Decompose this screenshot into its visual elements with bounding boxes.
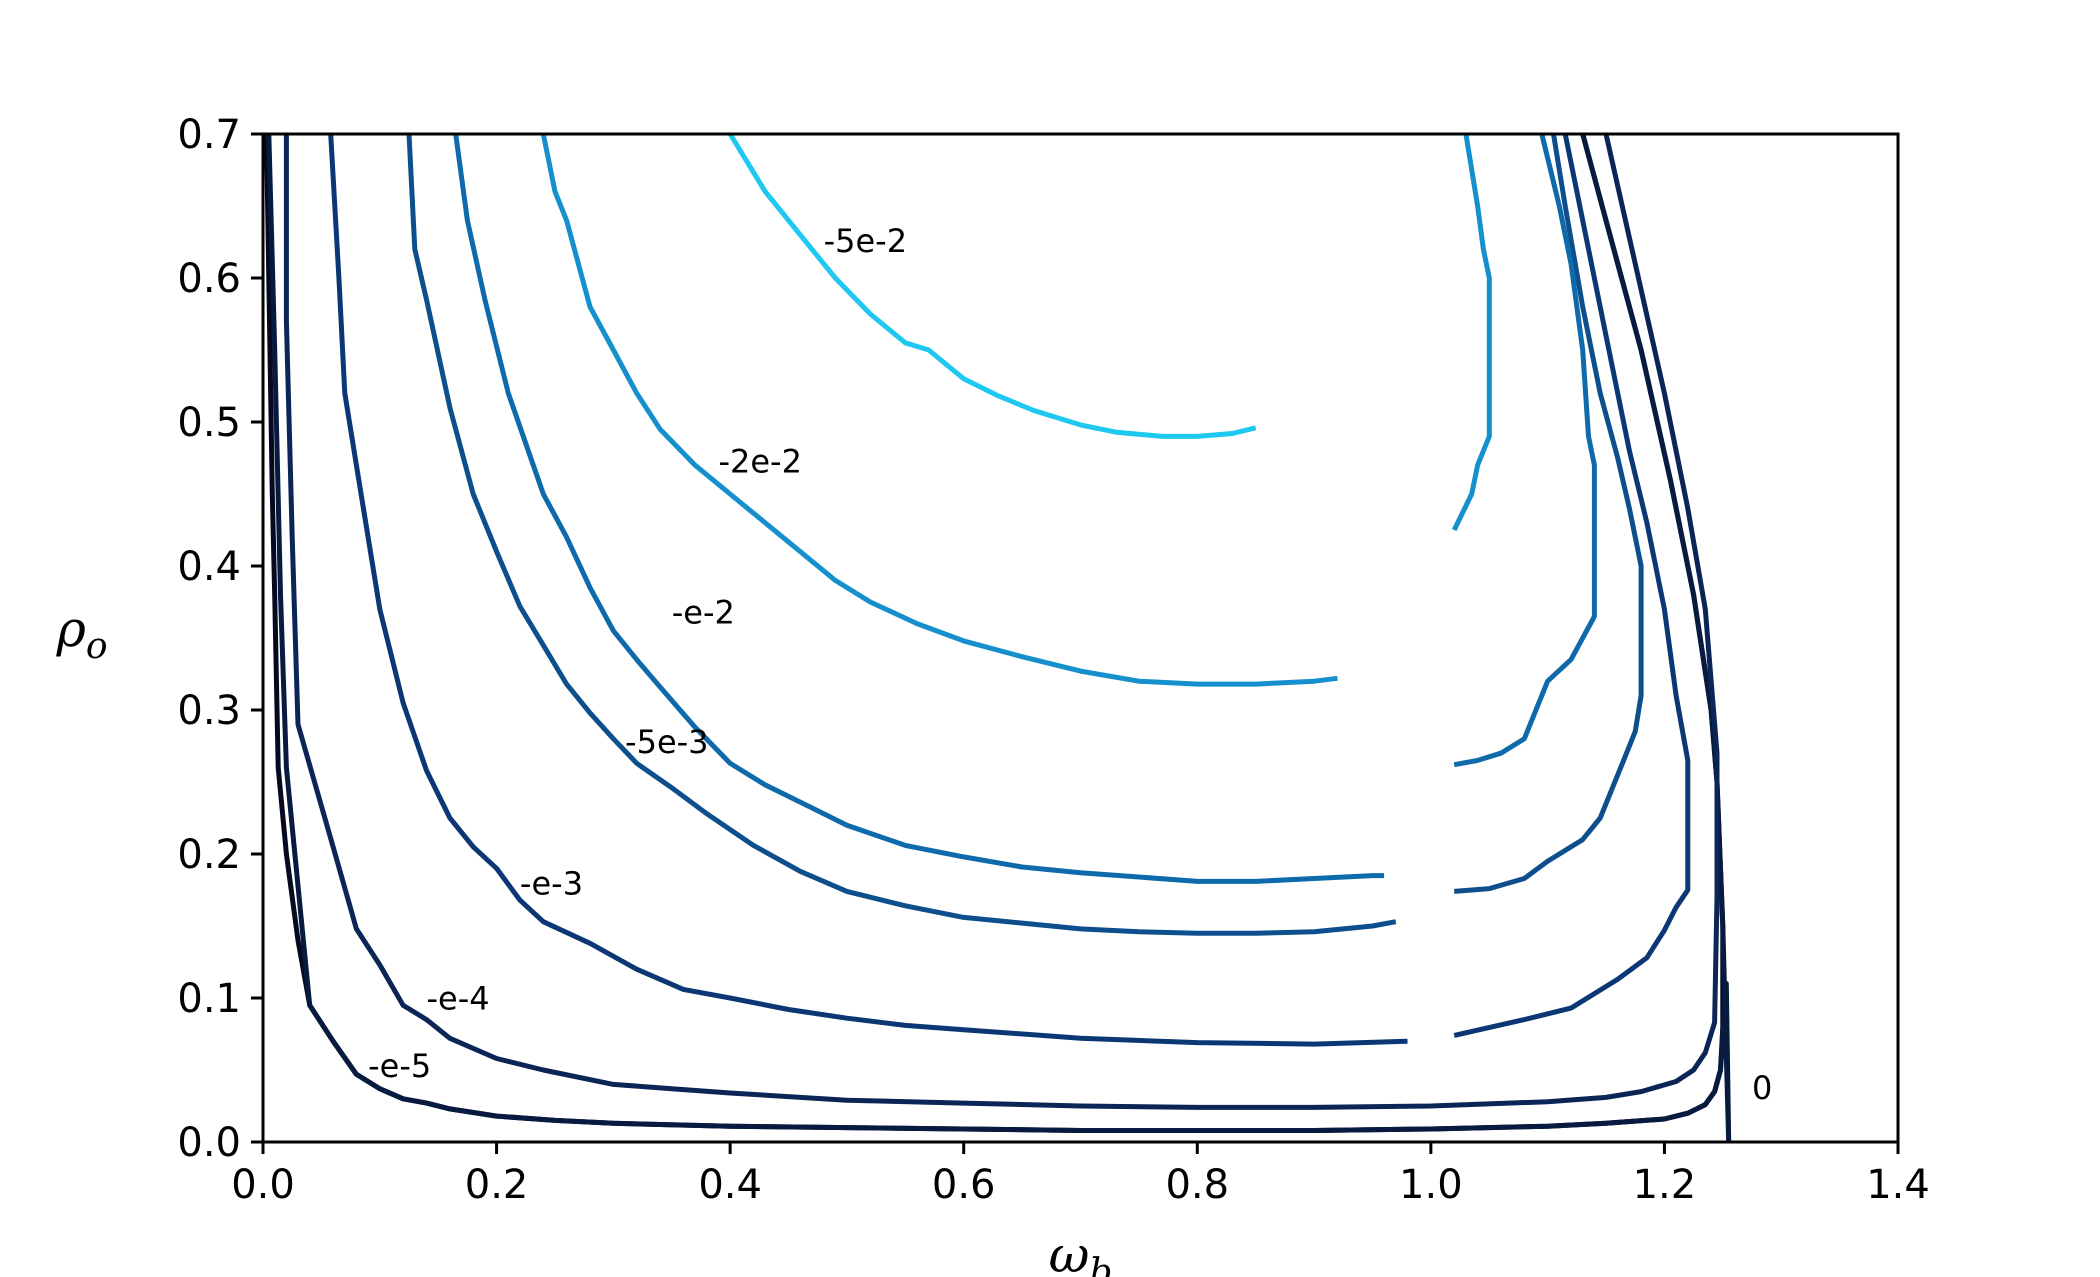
y-axis-label-subscript: o <box>86 626 108 667</box>
y-tick-label: 0.1 <box>177 976 241 1022</box>
contour-label: -e-2 <box>672 594 735 632</box>
contour-label: -5e-2 <box>824 222 908 260</box>
contour-label: 0 <box>1752 1069 1772 1107</box>
y-tick-label: 0.4 <box>177 544 241 590</box>
x-tick-label: 0.6 <box>932 1162 996 1208</box>
contour-line-5-seg-1 <box>1453 134 1597 768</box>
contour-label: -e-3 <box>520 864 583 902</box>
contour-line-4-seg-0 <box>406 134 1397 936</box>
contour-line-5-seg-0 <box>453 134 1385 884</box>
y-tick-label: 0.2 <box>177 832 241 878</box>
y-tick-label: 0.0 <box>177 1120 241 1166</box>
x-tick-label: 1.2 <box>1633 1162 1697 1208</box>
contour-label: -e-5 <box>368 1047 431 1085</box>
y-tick-label: 0.6 <box>177 256 241 302</box>
x-tick-label: 0.0 <box>231 1162 295 1208</box>
contour-line-2-seg-0 <box>283 134 1720 1110</box>
contour-layer <box>264 134 1732 1142</box>
x-tick-label: 1.4 <box>1866 1162 1930 1208</box>
y-axis-label: ρo <box>55 600 107 667</box>
contour-label: -2e-2 <box>718 442 802 480</box>
x-axis-label-subscript: b <box>1089 1252 1112 1277</box>
contour-label: -5e-3 <box>625 723 709 761</box>
contour-line-4-seg-1 <box>1454 134 1644 894</box>
contour-label: -e-4 <box>427 980 490 1018</box>
x-tick-label: 0.2 <box>465 1162 529 1208</box>
x-axis: 0.0 0.2 0.4 0.6 0.8 1.0 1.2 1.4 <box>231 1142 1930 1208</box>
x-tick-label: 0.4 <box>698 1162 762 1208</box>
x-tick-label: 1.0 <box>1399 1162 1463 1208</box>
contour-labels: 0 -e-5 -e-4 -e-3 -5e-3 -e-2 -2e-2 -5e-2 <box>368 222 1772 1107</box>
contour-line-7-seg-0 <box>727 134 1257 439</box>
contour-line-6-seg-1 <box>1451 134 1492 532</box>
contour-line-6-seg-0 <box>540 134 1338 687</box>
contour-line-3-seg-1 <box>1453 134 1691 1038</box>
contour-line-3-seg-0 <box>328 134 1408 1047</box>
plot-frame <box>261 132 1900 1144</box>
y-tick-label: 0.7 <box>177 112 241 158</box>
y-tick-label: 0.5 <box>177 400 241 446</box>
x-tick-label: 0.8 <box>1165 1162 1229 1208</box>
y-tick-label: 0.3 <box>177 688 241 734</box>
x-axis-label: ωb <box>1049 1226 1113 1277</box>
y-axis: 0.0 0.1 0.2 0.3 0.4 0.5 0.6 0.7 <box>177 112 263 1166</box>
